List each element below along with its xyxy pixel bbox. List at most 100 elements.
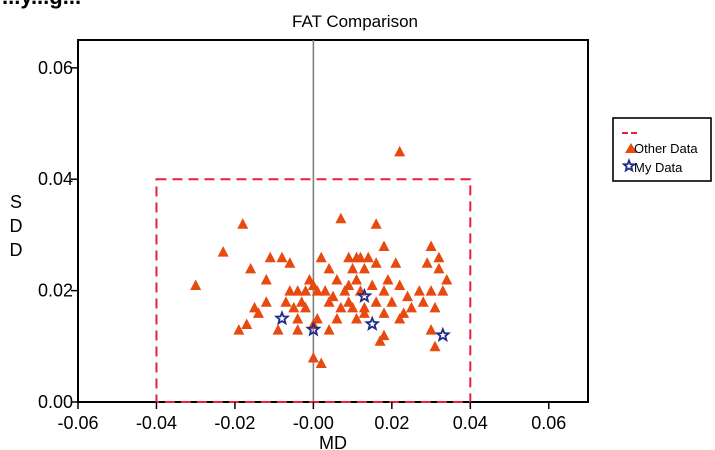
other-data-point bbox=[437, 285, 449, 296]
x-tick-label: 0.04 bbox=[453, 413, 488, 433]
other-data-point bbox=[323, 296, 335, 307]
plot-area bbox=[77, 39, 589, 403]
legend-star-marker bbox=[621, 158, 637, 173]
other-data-point bbox=[386, 296, 398, 307]
other-data-point bbox=[413, 285, 425, 296]
other-data-point bbox=[241, 318, 253, 330]
other-data-point bbox=[405, 301, 417, 313]
other-data-point bbox=[315, 357, 327, 369]
other-data-point bbox=[425, 324, 437, 335]
other-data-point bbox=[292, 324, 304, 335]
other-data-point bbox=[323, 324, 335, 335]
other-data-point bbox=[347, 262, 359, 274]
other-data-points bbox=[190, 145, 453, 369]
other-data-point bbox=[417, 296, 429, 307]
other-data-point bbox=[300, 301, 312, 313]
my-data-points bbox=[273, 287, 451, 342]
other-data-point bbox=[382, 273, 394, 285]
x-axis-title: MD bbox=[319, 433, 347, 450]
other-data-point bbox=[402, 290, 414, 302]
other-data-point bbox=[394, 312, 406, 324]
other-data-point bbox=[421, 257, 433, 268]
other-data-point bbox=[390, 257, 402, 268]
other-data-point bbox=[315, 251, 327, 263]
other-data-point bbox=[398, 307, 410, 318]
other-data-point bbox=[343, 251, 355, 263]
y-axis-title-letter: S bbox=[10, 192, 22, 212]
other-data-point bbox=[300, 285, 312, 296]
other-data-point bbox=[331, 273, 343, 285]
other-data-point bbox=[358, 301, 370, 313]
my-data-point bbox=[356, 287, 373, 303]
other-data-point bbox=[245, 262, 257, 274]
x-tick-label: -0.04 bbox=[136, 413, 177, 433]
other-data-point bbox=[351, 273, 363, 285]
other-data-point bbox=[433, 251, 445, 263]
y-axis: 0.00 0.02 0.04 0.06 bbox=[38, 58, 78, 412]
other-data-point bbox=[335, 301, 347, 313]
chart-title: FAT Comparison bbox=[292, 12, 418, 31]
partial-header: ...y...g... bbox=[2, 0, 81, 9]
my-data-point bbox=[364, 315, 381, 331]
y-axis-title-letter: D bbox=[10, 216, 23, 236]
other-data-point bbox=[335, 212, 347, 224]
x-tick-label: 0.06 bbox=[531, 413, 566, 433]
y-axis-title: SDD bbox=[10, 192, 23, 260]
y-tick-label: 0.00 bbox=[38, 392, 73, 412]
other-data-point bbox=[217, 246, 229, 257]
y-axis-title-letter: D bbox=[10, 240, 23, 260]
other-data-point bbox=[284, 285, 296, 296]
other-data-point bbox=[429, 340, 441, 352]
my-data-point bbox=[434, 326, 451, 342]
other-data-point bbox=[429, 301, 441, 313]
other-data-point bbox=[190, 279, 202, 291]
other-data-point bbox=[441, 273, 453, 285]
other-data-point bbox=[292, 312, 304, 324]
other-data-point bbox=[374, 335, 386, 346]
x-tick-label: -0.02 bbox=[214, 413, 255, 433]
other-data-point bbox=[276, 251, 288, 263]
x-tick-label: -0.00 bbox=[293, 413, 334, 433]
other-data-point bbox=[233, 324, 245, 335]
other-data-point bbox=[378, 307, 390, 318]
other-data-point bbox=[307, 351, 319, 363]
x-tick-label: -0.06 bbox=[57, 413, 98, 433]
other-data-point bbox=[252, 307, 264, 318]
other-data-point bbox=[347, 301, 359, 313]
other-data-point bbox=[260, 273, 272, 285]
other-data-point bbox=[370, 218, 382, 229]
other-data-point bbox=[378, 240, 390, 252]
other-data-point bbox=[280, 296, 292, 307]
other-data-point bbox=[339, 285, 351, 296]
other-data-point bbox=[237, 218, 249, 229]
legend-label-mine: My Data bbox=[634, 160, 683, 175]
other-data-point bbox=[378, 329, 390, 341]
legend: Other Data My Data bbox=[612, 117, 712, 182]
legend-label-other: Other Data bbox=[634, 141, 698, 156]
other-data-point bbox=[362, 251, 374, 263]
my-data-point bbox=[273, 309, 291, 326]
other-data-point bbox=[378, 285, 390, 296]
other-data-point bbox=[331, 312, 343, 324]
y-tick-label: 0.06 bbox=[38, 58, 73, 78]
other-data-point bbox=[425, 240, 437, 252]
x-axis: -0.06 -0.04 -0.02 -0.00 0.02 0.04 0.06 bbox=[57, 402, 566, 433]
other-data-point bbox=[358, 307, 370, 318]
other-data-point bbox=[394, 145, 406, 157]
my-data-point bbox=[305, 321, 322, 337]
y-tick-label: 0.02 bbox=[38, 281, 73, 301]
other-data-point bbox=[264, 251, 276, 263]
other-data-point bbox=[292, 285, 304, 296]
other-data-point bbox=[284, 257, 296, 268]
other-data-point bbox=[433, 262, 445, 274]
legend-triangle-marker bbox=[625, 143, 637, 153]
y-tick-label: 0.04 bbox=[38, 169, 73, 189]
other-data-point bbox=[370, 257, 382, 268]
other-data-point bbox=[370, 296, 382, 307]
other-data-point bbox=[394, 279, 406, 291]
legend-frame bbox=[612, 117, 712, 182]
plot-frame bbox=[77, 39, 589, 403]
other-data-point bbox=[354, 251, 366, 263]
other-data-point bbox=[288, 301, 300, 313]
